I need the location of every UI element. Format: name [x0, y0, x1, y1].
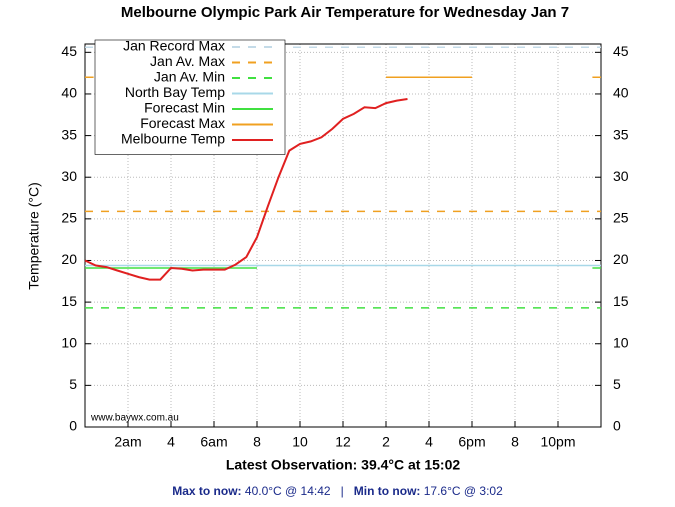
y2-tick-label: 40 [613, 85, 629, 101]
max-value: 40.0°C @ 14:42 [244, 484, 331, 498]
y-axis-label: Temperature (°C) [26, 182, 42, 290]
min-value: 17.6°C @ 3:02 [423, 484, 503, 498]
legend-label: Forecast Max [140, 115, 225, 131]
y2-tick-label: 10 [613, 334, 629, 350]
legend-label: North Bay Temp [125, 84, 225, 100]
y-tick-label: 20 [61, 251, 77, 267]
y2-tick-label: 20 [613, 251, 629, 267]
y2-tick-label: 30 [613, 168, 629, 184]
plot-frame [84, 43, 602, 428]
x-tick-label: 10 [292, 434, 308, 450]
min-label: Min to now: [353, 484, 421, 498]
x-tick-label: 10pm [540, 434, 575, 450]
y2-tick-label: 25 [613, 210, 629, 226]
y-tick-label: 40 [61, 85, 77, 101]
y2-tick-label: 45 [613, 43, 629, 59]
series-line [84, 98, 408, 281]
y-tick-label: 5 [69, 376, 77, 392]
y-tick-label: 0 [69, 418, 77, 434]
y-tick-label: 35 [61, 126, 77, 142]
y-tick-label: 25 [61, 210, 77, 226]
y2-tick-label: 15 [613, 293, 629, 309]
x-tick-label: 8 [253, 434, 261, 450]
y2-tick-label: 0 [613, 418, 621, 434]
y-tick-label: 45 [61, 43, 77, 59]
y-tick-label: 30 [61, 168, 77, 184]
y-tick-label: 15 [61, 293, 77, 309]
x-tick-label: 2am [114, 434, 141, 450]
watermark: www.baywx.com.au [90, 413, 179, 424]
legend-label: Forecast Min [144, 100, 225, 116]
chart-title: Melbourne Olympic Park Air Temperature f… [121, 4, 569, 21]
x-axis-label: Latest Observation: 39.4°C at 15:02 [226, 457, 461, 473]
legend-label: Melbourne Temp [121, 131, 225, 147]
separator: | [340, 484, 344, 498]
y2-tick-label: 5 [613, 376, 621, 392]
legend-label: Jan Av. Max [150, 53, 225, 69]
legend-box [94, 39, 286, 155]
x-tick-label: 4 [425, 434, 433, 450]
y2-tick-label: 35 [613, 126, 629, 142]
x-tick-label: 4 [167, 434, 175, 450]
x-tick-label: 8 [511, 434, 519, 450]
x-tick-label: 6am [200, 434, 227, 450]
legend-label: Jan Av. Min [154, 69, 225, 85]
legend-label: Jan Record Max [123, 38, 225, 54]
chart: Melbourne Olympic Park Air Temperature f… [26, 4, 629, 473]
x-tick-label: 12 [335, 434, 351, 450]
x-tick-label: 6pm [458, 434, 485, 450]
footer: Max to now: 40.0°C @ 14:42 | Min to now:… [0, 484, 675, 498]
max-label: Max to now: [172, 484, 242, 498]
x-tick-label: 2 [382, 434, 390, 450]
y-tick-label: 10 [61, 334, 77, 350]
